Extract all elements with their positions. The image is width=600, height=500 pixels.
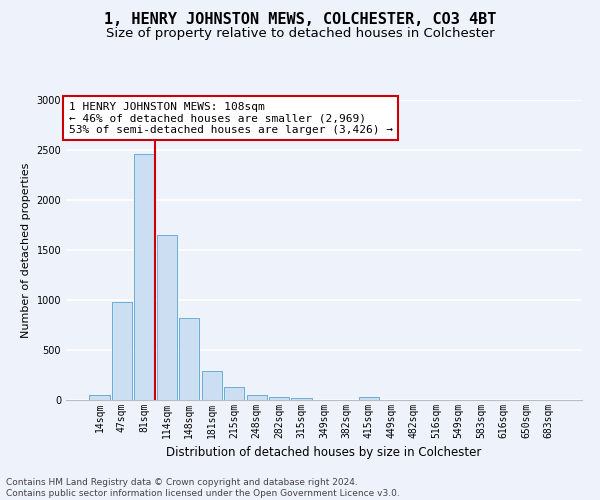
Bar <box>134 154 155 400</box>
Bar <box>359 396 379 400</box>
Bar <box>269 396 289 400</box>
Bar <box>179 318 199 400</box>
Bar <box>202 371 222 400</box>
X-axis label: Distribution of detached houses by size in Colchester: Distribution of detached houses by size … <box>166 446 482 460</box>
Bar <box>247 394 267 400</box>
Bar <box>224 386 244 400</box>
Y-axis label: Number of detached properties: Number of detached properties <box>21 162 31 338</box>
Bar <box>112 302 132 400</box>
Bar <box>89 395 110 400</box>
Text: 1, HENRY JOHNSTON MEWS, COLCHESTER, CO3 4BT: 1, HENRY JOHNSTON MEWS, COLCHESTER, CO3 … <box>104 12 496 28</box>
Bar <box>157 235 177 400</box>
Bar <box>292 398 311 400</box>
Text: 1 HENRY JOHNSTON MEWS: 108sqm
← 46% of detached houses are smaller (2,969)
53% o: 1 HENRY JOHNSTON MEWS: 108sqm ← 46% of d… <box>68 102 392 134</box>
Text: Size of property relative to detached houses in Colchester: Size of property relative to detached ho… <box>106 28 494 40</box>
Text: Contains HM Land Registry data © Crown copyright and database right 2024.
Contai: Contains HM Land Registry data © Crown c… <box>6 478 400 498</box>
